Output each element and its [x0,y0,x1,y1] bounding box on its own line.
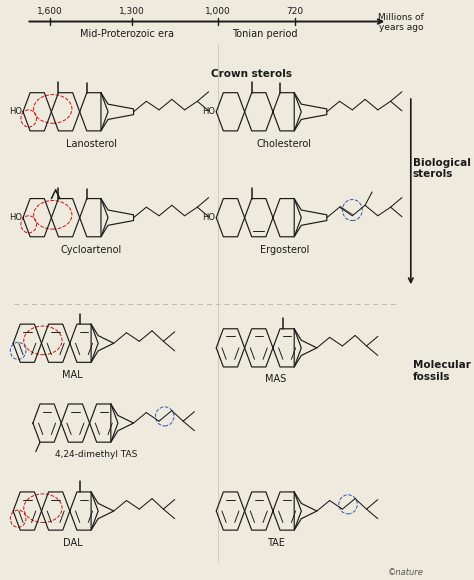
Text: TAE: TAE [267,538,285,548]
Text: 1,600: 1,600 [37,7,63,16]
Text: MAL: MAL [63,369,83,380]
Text: 1,300: 1,300 [119,7,145,16]
Text: Lanosterol: Lanosterol [65,139,117,149]
Text: Crown sterols: Crown sterols [211,68,292,79]
Text: DAL: DAL [63,538,82,548]
Text: Biological
sterols: Biological sterols [413,158,471,179]
Text: ©nature: ©nature [388,568,424,577]
Text: Mid-Proterozoic era: Mid-Proterozoic era [81,28,174,39]
Text: HO: HO [202,107,216,116]
Text: Molecular
fossils: Molecular fossils [413,360,471,382]
Text: Tonian period: Tonian period [232,28,298,39]
Text: 1,000: 1,000 [205,7,230,16]
Text: 720: 720 [286,7,303,16]
Text: HO: HO [9,107,22,116]
Text: 4,24-dimethyl TAS: 4,24-dimethyl TAS [55,450,138,459]
Text: HO: HO [9,213,22,222]
Text: MAS: MAS [265,374,286,385]
Text: HO: HO [202,213,216,222]
Text: Cycloartenol: Cycloartenol [60,245,122,255]
Text: Ergosterol: Ergosterol [260,245,309,255]
Text: Millions of
years ago: Millions of years ago [378,13,424,32]
Text: Cholesterol: Cholesterol [257,139,312,149]
